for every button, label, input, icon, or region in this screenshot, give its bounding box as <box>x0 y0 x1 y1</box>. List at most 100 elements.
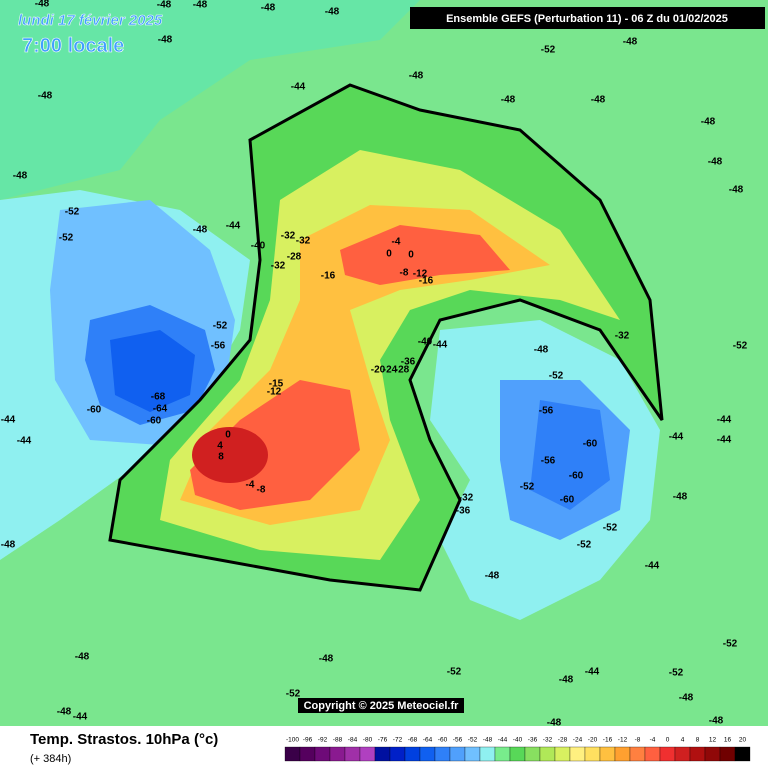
contour-label: -44 <box>645 561 660 572</box>
colorbar-swatch <box>734 746 751 762</box>
colorbar-tick-label: -28 <box>558 737 568 744</box>
contour-label: -48 <box>13 171 28 182</box>
colorbar-swatch <box>284 746 301 762</box>
contour-label: -52 <box>213 321 228 332</box>
contour-label: -48 <box>591 95 606 106</box>
contour-label: -44 <box>1 415 16 426</box>
contour-label: -48 <box>729 185 744 196</box>
contour-label: -52 <box>59 233 74 244</box>
contour-label: -48 <box>1 540 16 551</box>
colorbar-swatch <box>569 746 586 762</box>
colorbar-swatch <box>509 746 526 762</box>
colorbar-swatch <box>554 746 571 762</box>
colorbar-swatch <box>479 746 496 762</box>
contour-label: -4 <box>392 237 401 248</box>
footer-title: Temp. Strastos. 10hPa (°c) <box>30 731 218 748</box>
contour-label: -52 <box>733 341 748 352</box>
contour-label: -52 <box>723 639 738 650</box>
contour-label: -48 <box>157 0 172 11</box>
warm-max <box>192 427 268 483</box>
colorbar-swatch <box>659 746 676 762</box>
contour-label: -28 <box>287 252 302 263</box>
contour-label: -44 <box>73 712 88 723</box>
contour-label: -52 <box>65 207 80 218</box>
colorbar-swatch <box>614 746 631 762</box>
contour-label: -52 <box>447 667 462 678</box>
contour-labels: -48 -48 -48-48-44-48 -48-48-52-52-48 -44-40-… <box>1 0 748 729</box>
contour-label: -56 <box>539 406 554 417</box>
colorbar-tick-label: -60 <box>438 737 448 744</box>
contour-label: 0 <box>386 249 392 260</box>
contour-label: -20 <box>371 365 386 376</box>
colorbar-swatch <box>494 746 511 762</box>
colorbar-tick-label: -100 <box>286 737 299 744</box>
colorbar-tick-label: -96 <box>303 737 313 744</box>
vortex-core <box>110 330 195 412</box>
colorbar-tick-label: -80 <box>363 737 373 744</box>
contour-label: 8 <box>218 452 224 463</box>
colorbar-tick-label: -88 <box>333 737 343 744</box>
contour-label: -36 <box>401 357 416 368</box>
contour-label: -60 <box>569 471 584 482</box>
contour-label: -32 <box>459 493 474 504</box>
contour-label: -32 <box>281 231 296 242</box>
contour-label: -56 <box>541 456 556 467</box>
colorbar-swatch <box>644 746 661 762</box>
colorbar-tick-label: -16 <box>603 737 613 744</box>
contour-label: -48 <box>485 571 500 582</box>
contour-label: -48 <box>57 707 72 718</box>
colorbar-swatch <box>704 746 721 762</box>
colorbar-swatch <box>464 746 481 762</box>
colorbar-tick-label: 16 <box>724 737 732 744</box>
colorbar-tick-label: -40 <box>513 737 523 744</box>
contour-label: -24 <box>383 365 398 376</box>
contour-label: -32 <box>271 261 286 272</box>
contour-label: -44 <box>585 667 600 678</box>
contour-label: -48 <box>623 37 638 48</box>
colorbar-swatch <box>314 746 331 762</box>
contour-label: -64 <box>153 404 168 415</box>
contour-label: -48 <box>38 91 53 102</box>
warm-core-north <box>340 225 510 285</box>
contour-label: -48 <box>709 716 724 727</box>
contour-label: -60 <box>87 405 102 416</box>
contour-label: -56 <box>211 341 226 352</box>
colorbar-tick-label: 4 <box>681 737 685 744</box>
contour-label: -40 <box>418 337 433 348</box>
time: 7:00 locale <box>22 35 124 57</box>
colorbar-swatch <box>329 746 346 762</box>
contour-label: -48 <box>193 0 208 11</box>
contour-label: -52 <box>669 668 684 679</box>
contour-label: -44 <box>433 340 448 351</box>
colorbar-swatch <box>599 746 616 762</box>
contour-label: -52 <box>520 482 535 493</box>
contour-label: -48 <box>547 718 562 729</box>
colorbar-swatch <box>629 746 646 762</box>
contour-label: -44 <box>717 435 732 446</box>
contour-label: -44 <box>669 432 684 443</box>
colorbar-tick-label: -4 <box>650 737 656 744</box>
colorbar-swatch <box>584 746 601 762</box>
contour-label: -60 <box>560 495 575 506</box>
contour-label: -44 <box>717 415 732 426</box>
contour-label: -40 <box>251 241 266 252</box>
colorbar-tick-label: -32 <box>543 737 553 744</box>
colorbar-tick-label: -64 <box>423 737 433 744</box>
colorbar-tick-label: -84 <box>348 737 358 744</box>
contour-label: -52 <box>603 523 618 534</box>
vortex-east-core <box>530 400 610 510</box>
colorbar-tick-label: -12 <box>618 737 628 744</box>
contour-label: -32 <box>615 331 630 342</box>
contour-label: -48 <box>534 345 549 356</box>
copyright: Copyright © 2025 Meteociel.fr <box>304 700 460 712</box>
contour-label: -52 <box>549 371 564 382</box>
banner-bg <box>410 7 765 29</box>
colorbar-tick-label: -72 <box>393 737 403 744</box>
contour-label: -60 <box>583 439 598 450</box>
colorbar-swatch <box>359 746 376 762</box>
contour-label: -44 <box>17 436 32 447</box>
contour-label: 0 <box>225 430 231 441</box>
contour-label: -12 <box>267 387 282 398</box>
contour-label: -48 <box>673 492 688 503</box>
contour-label: -48 <box>261 3 276 14</box>
